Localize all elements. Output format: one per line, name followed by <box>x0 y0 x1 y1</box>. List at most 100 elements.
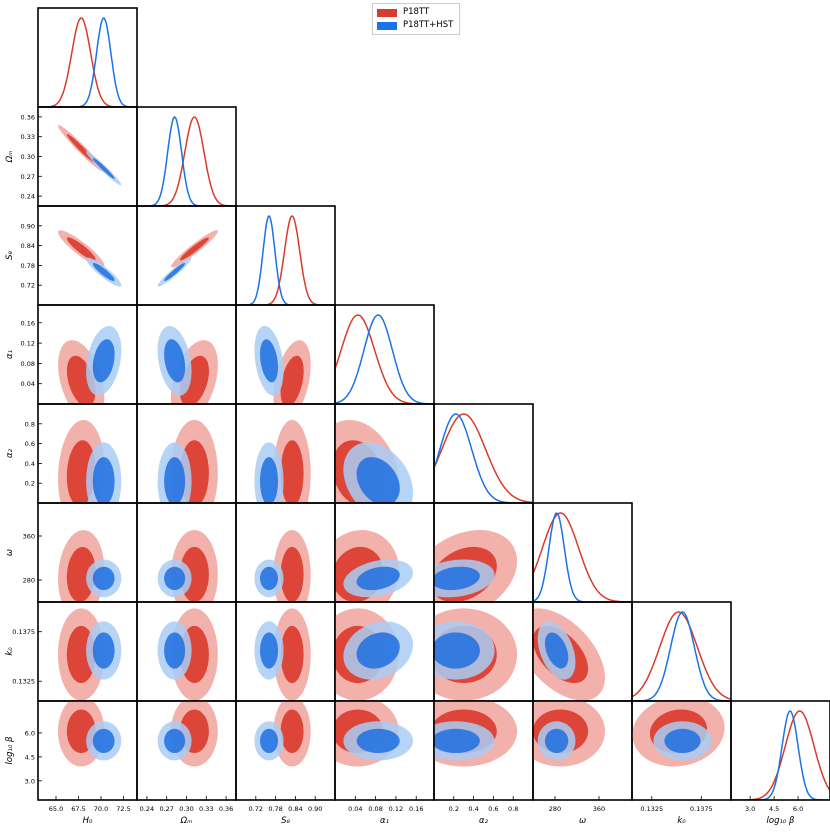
panel-H0-S8: 0.72 0.78 0.84 0.90 S₈ <box>5 205 138 306</box>
panel-w <box>532 502 633 603</box>
density-curve-H0-p18tt <box>38 17 137 107</box>
panel-Om-a1 <box>136 304 237 405</box>
contour-68-a1-lb-p18tt-hst <box>356 728 400 754</box>
y-tick-label-a2: 0.8 <box>25 420 35 428</box>
panel-S8-a2 <box>235 403 336 504</box>
panel-S8-a2-content <box>254 419 311 503</box>
y-tick-label-Om: 0.24 <box>21 193 35 201</box>
y-tick-label-S8: 0.90 <box>21 222 35 230</box>
panel-S8-lb: 0.72 0.78 0.84 0.90 S₈ <box>235 700 336 826</box>
x-axis-label-a1: α₁ <box>380 816 389 826</box>
density-curve-a2-p18tt-hst <box>434 413 533 503</box>
panel-Om-k0 <box>136 601 237 702</box>
x-tick-label-lb: 6.0 <box>793 805 803 813</box>
contour-68-a1-a2-p18tt-hst <box>356 457 400 503</box>
legend-label-p18tt: P18TT <box>403 7 430 17</box>
x-tick-label-S8: 0.84 <box>288 805 302 813</box>
contour-68-S8-k0-p18tt-hst <box>260 632 278 669</box>
contour-68-Om-lb-p18tt-hst <box>164 728 186 754</box>
contour-68-a2-lb-p18tt-hst <box>434 728 480 753</box>
panel-Om-a1-content <box>157 325 218 404</box>
x-tick-label-k0: 0.1375 <box>690 805 713 813</box>
contour-68-Om-a1-p18tt-hst <box>164 339 186 383</box>
y-tick-label-a2: 0.6 <box>25 440 35 448</box>
panel-Om-w <box>136 502 237 603</box>
x-tick-label-w: 280 <box>549 805 561 813</box>
panel-Om-a2 <box>136 403 237 504</box>
panel-Om-content <box>137 116 236 206</box>
y-tick-label-a1: 0.16 <box>21 319 35 327</box>
panel-S8-a1 <box>235 304 336 405</box>
y-tick-label-Om: 0.36 <box>21 113 35 121</box>
panel-a2-lb: 0.2 0.4 0.6 0.8 α₂ <box>433 700 534 826</box>
panel-a1-k0 <box>334 601 435 702</box>
x-tick-label-w: 360 <box>593 805 605 813</box>
y-tick-label-k0: 0.1375 <box>12 628 35 636</box>
x-tick-label-a1: 0.12 <box>389 805 403 813</box>
y-tick-label-Om: 0.27 <box>21 173 35 181</box>
panel-a1-lb-content <box>335 701 414 767</box>
x-tick-label-S8: 0.78 <box>268 805 282 813</box>
x-tick-label-S8: 0.72 <box>249 805 263 813</box>
contour-68-H0-Om-p18tt-hst <box>92 157 115 179</box>
panel-Om-k0-content <box>157 608 218 701</box>
contour-68-Om-a2-p18tt-hst <box>164 457 186 503</box>
panel-w-lb-content <box>533 701 605 767</box>
y-tick-label-a2: 0.4 <box>25 460 35 468</box>
panel-H0-a2-content <box>58 419 122 503</box>
density-curve-S8-p18tt <box>236 215 335 305</box>
density-curve-a2-p18tt <box>434 413 533 503</box>
y-tick-label-lb: 6.0 <box>25 729 35 737</box>
x-axis-label-w: ω <box>579 816 586 826</box>
density-curve-k0-p18tt-hst <box>632 611 731 701</box>
x-tick-label-a1: 0.08 <box>368 805 382 813</box>
contour-68-H0-S8-p18tt-hst <box>92 263 115 281</box>
x-tick-label-Om: 0.30 <box>179 805 193 813</box>
panel-Om-lb-content <box>157 701 218 767</box>
contour-68-a1-w-p18tt-hst <box>356 566 400 591</box>
y-axis-label-k0: k₀ <box>5 647 15 656</box>
contour-68-a1-k0-p18tt-hst <box>356 632 400 669</box>
panel-a2-lb-content <box>434 701 518 767</box>
legend-entry-p18tt-hst: P18TT+HST <box>377 19 453 32</box>
contour-68-Om-S8-p18tt-hst <box>164 262 186 282</box>
contour-68-k0-lb-p18tt-hst <box>664 728 701 754</box>
contour-68-S8-a1-p18tt-hst <box>260 339 278 383</box>
contour-68-Om-S8-p18tt <box>179 237 209 261</box>
contour-68-w-lb-p18tt-hst <box>544 728 569 753</box>
panel-a1-frame <box>334 304 435 405</box>
y-axis-label-Om: Ωₘ <box>5 151 15 164</box>
panel-S8-a1-content <box>254 325 311 404</box>
panel-a2-k0 <box>433 601 534 702</box>
x-tick-label-H0: 72.5 <box>116 805 130 813</box>
contour-68-H0-w-p18tt-hst <box>92 566 115 591</box>
legend: P18TT P18TT+HST <box>372 3 461 35</box>
panel-S8-content <box>236 214 335 305</box>
y-tick-label-lb: 3.0 <box>25 777 35 785</box>
y-tick-label-a1: 0.04 <box>21 380 35 388</box>
panel-a2-w <box>433 502 534 603</box>
panel-S8-frame <box>235 205 336 306</box>
y-axis-label-lb: log₁₀ β <box>5 736 15 764</box>
y-tick-label-a2: 0.2 <box>25 480 35 488</box>
y-tick-label-k0: 0.1325 <box>12 678 35 686</box>
x-axis-label-a2: α₂ <box>479 816 489 826</box>
x-axis-label-k0: k₀ <box>677 816 686 826</box>
panel-k0-lb-content <box>632 701 725 767</box>
x-tick-label-a2: 0.8 <box>508 805 518 813</box>
panel-lb-frame <box>730 700 830 801</box>
panel-Om-w-content <box>157 530 218 602</box>
density-curve-S8-p18tt-hst <box>236 214 335 305</box>
y-tick-label-Om: 0.30 <box>21 153 35 161</box>
legend-entry-p18tt: P18TT <box>377 6 453 19</box>
panel-k0-lb: 0.1325 0.1375 k₀ <box>631 700 732 826</box>
panel-Om-a2-content <box>157 419 218 503</box>
x-tick-label-a2: 0.2 <box>449 805 459 813</box>
contour-68-S8-lb-p18tt <box>280 709 304 754</box>
y-axis-label-a2: α₂ <box>5 448 15 458</box>
panel-Om-S8-content <box>157 230 218 287</box>
panel-H0-w-content <box>58 530 122 602</box>
y-tick-label-w: 280 <box>23 577 35 585</box>
panel-a2-frame <box>433 403 534 504</box>
y-tick-label-S8: 0.72 <box>21 282 35 290</box>
